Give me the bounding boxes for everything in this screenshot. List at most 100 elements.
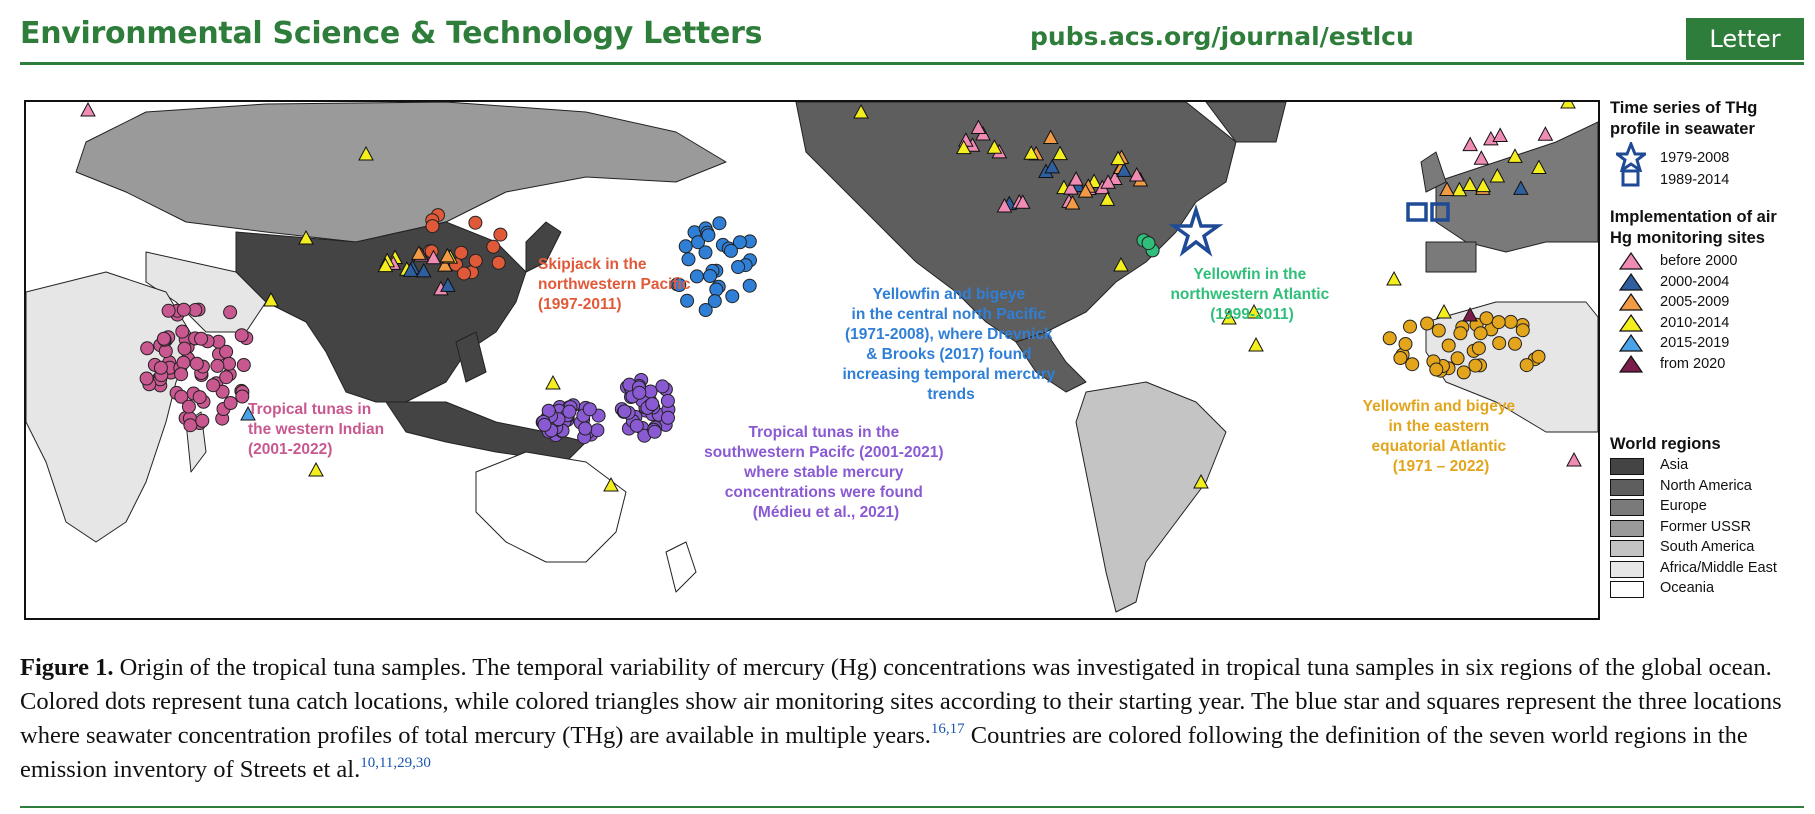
world-map: Skipjack in the northwestern Pacific (19…	[26, 102, 1598, 618]
tuna-catch-dot	[176, 302, 191, 317]
triangle-icon	[1618, 251, 1644, 270]
air-site-triangle	[1507, 148, 1523, 163]
tuna-catch-dot	[175, 324, 190, 339]
tuna-catch-dot	[661, 410, 675, 425]
region-swatch	[1610, 519, 1644, 537]
legend-air-item: 2000-2004	[1660, 273, 1730, 290]
tuna-catch-dot	[1515, 323, 1530, 338]
greenland	[1205, 102, 1287, 143]
air-site-triangle	[1475, 177, 1492, 193]
tuna-catch-dot	[712, 216, 727, 231]
figure-caption: Figure 1. Origin of the tropical tuna sa…	[20, 651, 1810, 787]
tuna-catch-dot	[174, 389, 189, 404]
legend-seawater-item: 1979-2008	[1660, 150, 1730, 166]
tuna-catch-dot	[1398, 337, 1413, 351]
tuna-catch-dot	[1141, 236, 1156, 251]
tuna-catch-dot	[1382, 331, 1397, 346]
square-icon	[1621, 169, 1640, 187]
air-site-triangle	[1512, 180, 1529, 195]
air-site-triangle	[1246, 303, 1262, 319]
air-site-triangle	[263, 291, 279, 307]
label-nw-atlantic: Yellowfin in the northwestern Atlantic (…	[1170, 266, 1333, 323]
tuna-catch-dot	[223, 305, 238, 320]
tuna-catch-dot	[672, 278, 687, 292]
citation-link[interactable]: 16,17	[930, 721, 965, 737]
tuna-catch-dot	[206, 378, 221, 393]
tuna-catch-dot	[1471, 341, 1486, 356]
air-site-triangle	[440, 277, 456, 292]
tuna-catch-dot	[742, 278, 757, 293]
tuna-catch-dot	[174, 367, 189, 382]
tuna-catch-dot	[1441, 338, 1456, 353]
journal-url-link[interactable]: pubs.acs.org/journal/estlcu	[1030, 22, 1414, 51]
caption-text: Origin of the tropical tuna samples. The…	[20, 654, 1782, 749]
tuna-catch-dot	[425, 219, 440, 234]
air-site-triangle	[1116, 162, 1132, 177]
legend-region-item: Former USSR	[1660, 518, 1752, 535]
uk-island	[1420, 151, 1447, 193]
tuna-catch-dot	[1492, 336, 1507, 351]
tuna-catch-dot	[1453, 326, 1468, 341]
air-site-triangle	[986, 139, 1003, 154]
air-site-triangle	[1386, 270, 1402, 286]
article-type-badge: Letter	[1686, 18, 1804, 60]
air-site-triangle	[425, 249, 442, 265]
australia	[475, 451, 627, 563]
africa-west	[26, 271, 197, 543]
iberia	[1425, 241, 1477, 273]
tuna-catch-dot	[678, 239, 693, 254]
legend-seawater-item: 1989-2014	[1660, 172, 1730, 188]
tuna-catch-dot	[725, 289, 740, 304]
legend-regions-title: World regions	[1610, 435, 1721, 453]
air-site-triangle	[545, 374, 561, 390]
legend-air-item: before 2000	[1660, 253, 1738, 269]
air-site-triangle	[402, 262, 419, 277]
air-site-triangle	[415, 262, 432, 278]
map-legend: Time series of THg profile in seawater 1…	[1606, 98, 1810, 628]
legend-air-item: from 2020	[1660, 355, 1726, 372]
tuna-catch-points	[139, 208, 1546, 445]
air-site-triangle	[1537, 126, 1554, 141]
tuna-catch-dot	[691, 235, 705, 250]
air-site-triangle	[1023, 145, 1040, 160]
central-america	[1015, 331, 1087, 393]
tuna-catch-dot	[189, 356, 204, 371]
tuna-catch-dot	[1393, 351, 1408, 365]
tuna-catch-dot	[680, 293, 695, 308]
world-map-figure: Skipjack in the northwestern Pacific (19…	[24, 100, 1600, 620]
tuna-catch-dot	[1479, 311, 1494, 326]
tuna-catch-dot	[1420, 316, 1435, 331]
triangle-icon	[1618, 354, 1644, 373]
region-swatch	[1610, 478, 1644, 496]
tuna-catch-dot	[707, 294, 722, 309]
legend-region-item: Africa/Middle East	[1660, 559, 1777, 576]
tuna-catch-dot	[491, 255, 506, 270]
tuna-catch-dot	[1403, 319, 1417, 334]
tuna-catch-dot	[655, 379, 670, 394]
tuna-catch-dot	[493, 227, 508, 242]
citation-link-2[interactable]: 10,11,29,30	[360, 755, 431, 771]
air-site-triangle	[1492, 127, 1509, 142]
air-site-triangle	[955, 139, 972, 155]
tuna-catch-dot	[139, 371, 154, 386]
journal-title[interactable]: Environmental Science & Technology Lette…	[20, 16, 763, 51]
legend-region-item: South America	[1660, 539, 1755, 555]
air-site-triangle	[1436, 303, 1452, 319]
air-site-triangle	[411, 245, 427, 260]
air-monitoring-sites	[80, 102, 1582, 492]
air-site-triangle	[603, 476, 619, 492]
legend-air-item: 2010-2014	[1660, 314, 1730, 331]
air-site-triangle	[1193, 473, 1209, 489]
air-site-triangle	[1462, 176, 1478, 192]
tuna-catch-dot	[709, 282, 724, 297]
russia-region	[75, 102, 727, 243]
triangle-icon	[1618, 333, 1644, 352]
tuna-catch-dot	[562, 404, 577, 419]
air-site-triangle	[1128, 166, 1145, 182]
air-site-triangle	[1100, 174, 1116, 189]
seawater-square-2	[1430, 202, 1450, 222]
region-swatch	[1610, 560, 1644, 578]
seawater-star-1979-2008	[1168, 204, 1224, 257]
tuna-catch-dot	[454, 245, 469, 260]
tuna-catch-dot	[222, 356, 236, 371]
